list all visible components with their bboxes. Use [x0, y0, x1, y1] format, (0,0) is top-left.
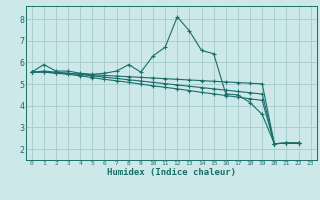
X-axis label: Humidex (Indice chaleur): Humidex (Indice chaleur): [107, 168, 236, 177]
